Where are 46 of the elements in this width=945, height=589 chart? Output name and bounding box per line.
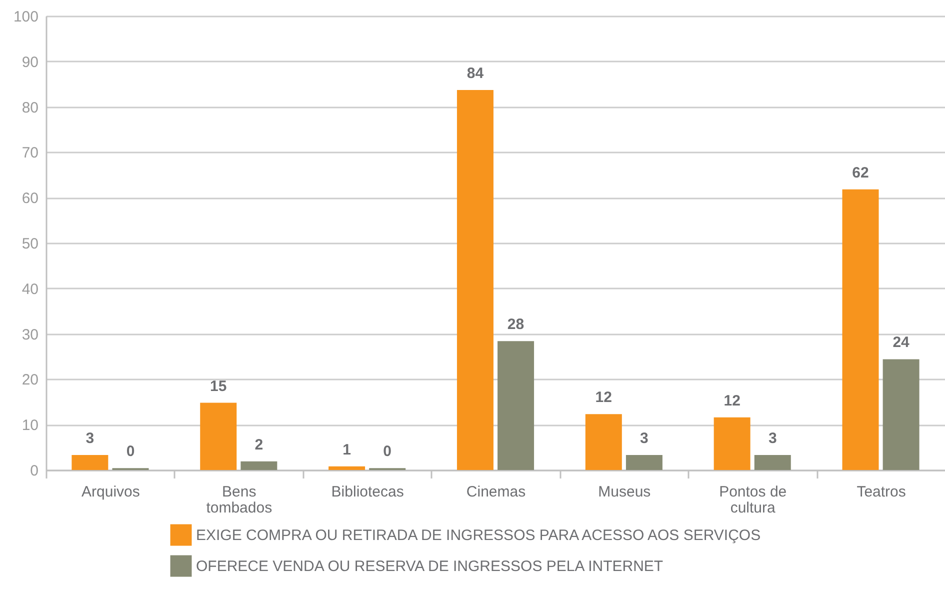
bar: [626, 455, 662, 470]
y-tick-label: 40: [22, 280, 38, 298]
y-tick-label: 0: [30, 462, 38, 480]
bar: [498, 341, 534, 470]
x-tick-label: Cinemas: [466, 484, 526, 500]
data-label: 2: [254, 436, 264, 454]
data-label: 3: [640, 430, 648, 448]
data-label: 24: [892, 334, 910, 352]
y-tick-label: 90: [22, 54, 38, 71]
data-label: 62: [852, 164, 869, 182]
data-label: 12: [595, 389, 612, 406]
data-label: 28: [507, 316, 524, 334]
legend-label: EXIGE COMPRA OU RETIRADA DE INGRESSOS PARA ACESSO AOS SERVIÇOS: [196, 527, 761, 544]
bar: [842, 189, 879, 470]
x-tick-label: Arquivos: [82, 484, 140, 500]
x-tick-label: Bibliotecas: [331, 484, 404, 500]
data-label: 3: [768, 430, 777, 448]
x-tick-label: Pontos de cultura: [719, 484, 787, 516]
y-tick-label: 20: [22, 372, 38, 389]
bar: [882, 359, 920, 470]
bar: [714, 417, 750, 470]
data-label: 0: [383, 443, 392, 460]
legend-label: OFERECE VENDA OU RESERVA DE INGRESSOS PELA INTERNET: [196, 558, 664, 575]
data-label: 15: [210, 378, 227, 395]
bar: [585, 414, 622, 470]
y-tick-label: 80: [22, 99, 38, 116]
data-label: 0: [126, 443, 135, 460]
x-tick-label: Teatros: [856, 484, 906, 500]
bar: [754, 455, 791, 470]
y-tick-label: 10: [22, 417, 38, 434]
data-label: 3: [86, 430, 94, 448]
data-label: 12: [724, 392, 740, 410]
data-label: 84: [466, 65, 484, 82]
bar: [240, 461, 278, 470]
y-tick-label: 100: [13, 8, 38, 26]
bar: [72, 455, 108, 470]
bar: [456, 90, 494, 470]
y-tick-label: 60: [22, 190, 38, 208]
data-label: 1: [342, 441, 351, 458]
bar: [200, 402, 237, 470]
x-tick-label: Bens tombados: [206, 484, 272, 516]
y-tick-label: 70: [22, 144, 38, 162]
bar: [328, 466, 366, 470]
x-tick-label: Museus: [598, 484, 651, 500]
y-tick-label: 50: [22, 236, 38, 252]
y-tick-label: 30: [22, 326, 38, 344]
